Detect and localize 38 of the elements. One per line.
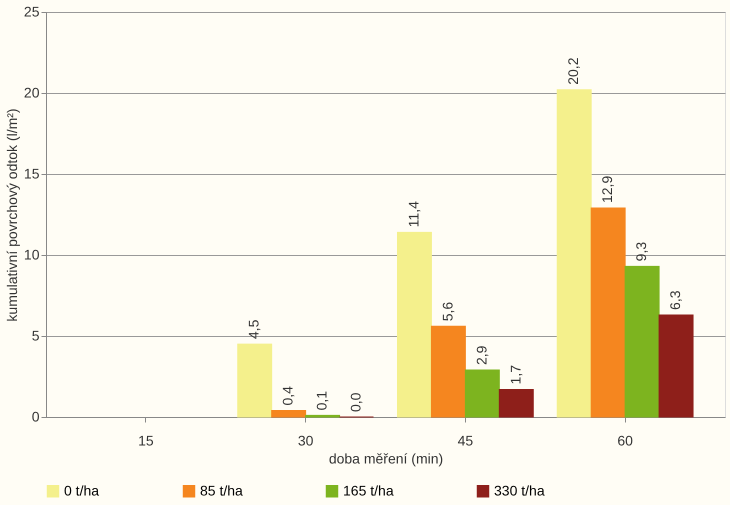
data-label: 9,3 [633,242,650,262]
data-label: 20,2 [565,57,582,85]
data-label: 0,4 [280,386,296,406]
bar [396,232,432,418]
bar [590,208,626,418]
y-tick-label: 10 [24,246,40,262]
x-tick-label: 30 [298,432,314,448]
y-tick-label: 25 [24,4,40,20]
bar [624,266,660,418]
data-label: 11,4 [405,200,422,228]
bar [430,326,466,418]
y-tick-label: 20 [24,84,40,100]
y-axis-title: kumulativní povrchový odtok (l/m²) [4,108,20,322]
data-label: 2,9 [473,345,490,366]
x-tick-label: 45 [458,432,474,448]
y-tick-label: 5 [32,328,40,344]
legend-label: 0 t/ha [64,482,100,498]
data-label: 0,1 [314,390,330,410]
bar [237,344,272,418]
data-label: 6,3 [667,290,684,310]
x-axis-title: doba měření (min) [328,450,444,466]
data-label: 5,6 [439,302,456,322]
y-tick-label: 0 [32,408,40,424]
x-tick-label: 60 [617,432,634,448]
bar [556,89,592,418]
legend-label: 165 t/ha [343,482,394,498]
data-label: 4,5 [246,319,262,340]
data-label: 1,7 [507,364,524,384]
bar [658,314,694,418]
legend-label: 85 t/ha [200,482,244,498]
legend-label: 330 t/ha [494,482,545,498]
data-label: 12,9 [599,176,616,204]
data-label: 0,0 [348,392,364,412]
bar [271,410,306,418]
y-tick-label: 15 [24,166,40,182]
bar [498,388,534,418]
bar [464,370,500,418]
x-tick-label: 15 [138,432,154,448]
